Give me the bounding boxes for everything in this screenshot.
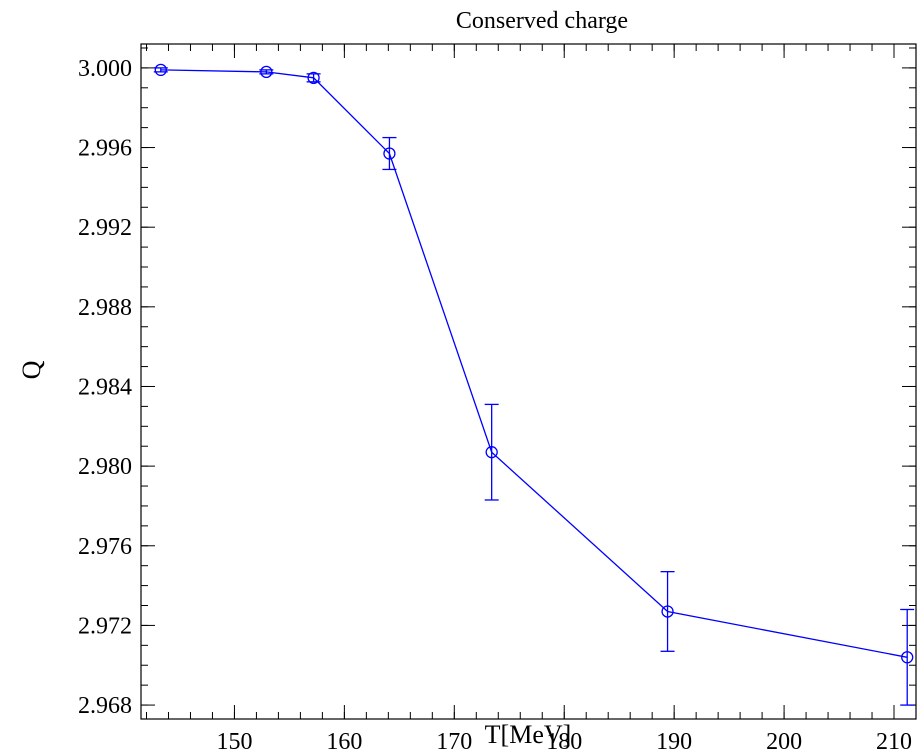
y-axis-label: Q — [17, 360, 46, 379]
data-point — [661, 605, 674, 618]
data-point — [485, 446, 498, 459]
x-tick-label: 160 — [326, 729, 362, 751]
plot-frame — [140, 43, 917, 720]
data-point — [154, 63, 167, 77]
data-point — [901, 651, 914, 664]
x-tick-label: 170 — [436, 729, 472, 751]
series-q — [153, 63, 915, 706]
chart-title: Conserved charge — [456, 8, 628, 34]
data-point — [260, 65, 273, 79]
x-tick-label: 180 — [546, 729, 582, 751]
y-tick-label: 2.976 — [78, 534, 132, 560]
y-tick-label: 3.000 — [78, 56, 132, 82]
y-tick-label: 2.992 — [78, 215, 132, 241]
y-tick-label: 2.984 — [78, 374, 132, 400]
y-tick-label: 2.996 — [78, 136, 132, 162]
y-tick-label: 2.980 — [78, 454, 132, 480]
y-tick-label: 2.988 — [78, 295, 132, 321]
y-tick-label: 2.968 — [78, 693, 132, 719]
y-tick-label: 2.972 — [78, 613, 132, 639]
y-tick-labels: 2.968 2.972 2.976 2.980 2.984 2.988 2.992 2.996… — [78, 56, 132, 719]
data-point — [307, 71, 320, 84]
x-tick-label: 190 — [656, 729, 692, 751]
x-axis-label: T[MeV] — [485, 720, 572, 749]
axis-ticks — [141, 44, 917, 719]
x-tick-labels: 150 160 170 180 190 200 210 — [216, 729, 912, 751]
data-point — [383, 147, 396, 160]
x-tick-label: 150 — [216, 729, 252, 751]
x-tick-label: 200 — [766, 729, 802, 751]
series-line — [160, 69, 908, 658]
x-tick-label: 210 — [876, 729, 912, 751]
